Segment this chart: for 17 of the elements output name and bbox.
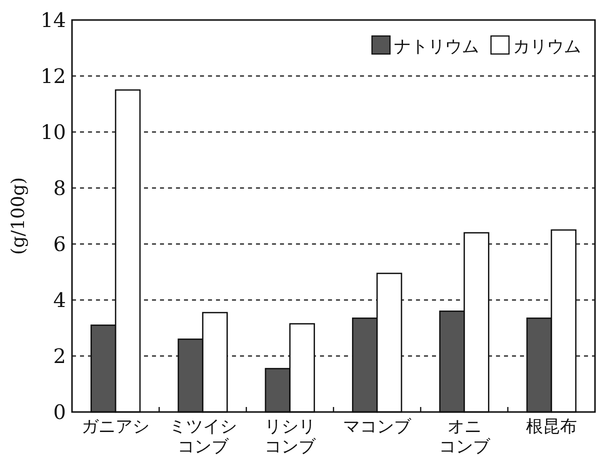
x-tick-label: ミツイシコンブ <box>168 417 237 457</box>
y-tick-label: 10 <box>40 120 66 144</box>
legend-label: カリウム <box>513 37 581 57</box>
y-tick-label: 4 <box>53 288 66 312</box>
y-tick-label: 6 <box>53 232 66 256</box>
legend-label: ナトリウム <box>394 37 479 57</box>
y-tick-label: 0 <box>53 400 66 424</box>
x-tick-label: 根昆布 <box>526 417 577 437</box>
x-tick-label: マコンブ <box>343 417 412 437</box>
y-tick-label: 12 <box>40 64 66 88</box>
x-tick-label: ガニアシ <box>82 417 150 437</box>
x-tick-label: リシリコンブ <box>264 417 316 457</box>
y-axis-title: (g/100g) <box>8 177 29 255</box>
y-tick-label: 2 <box>53 344 66 368</box>
y-tick-label: 14 <box>40 8 66 32</box>
y-tick-label: 8 <box>53 176 66 200</box>
x-tick-label: オニコンブ <box>438 417 491 457</box>
